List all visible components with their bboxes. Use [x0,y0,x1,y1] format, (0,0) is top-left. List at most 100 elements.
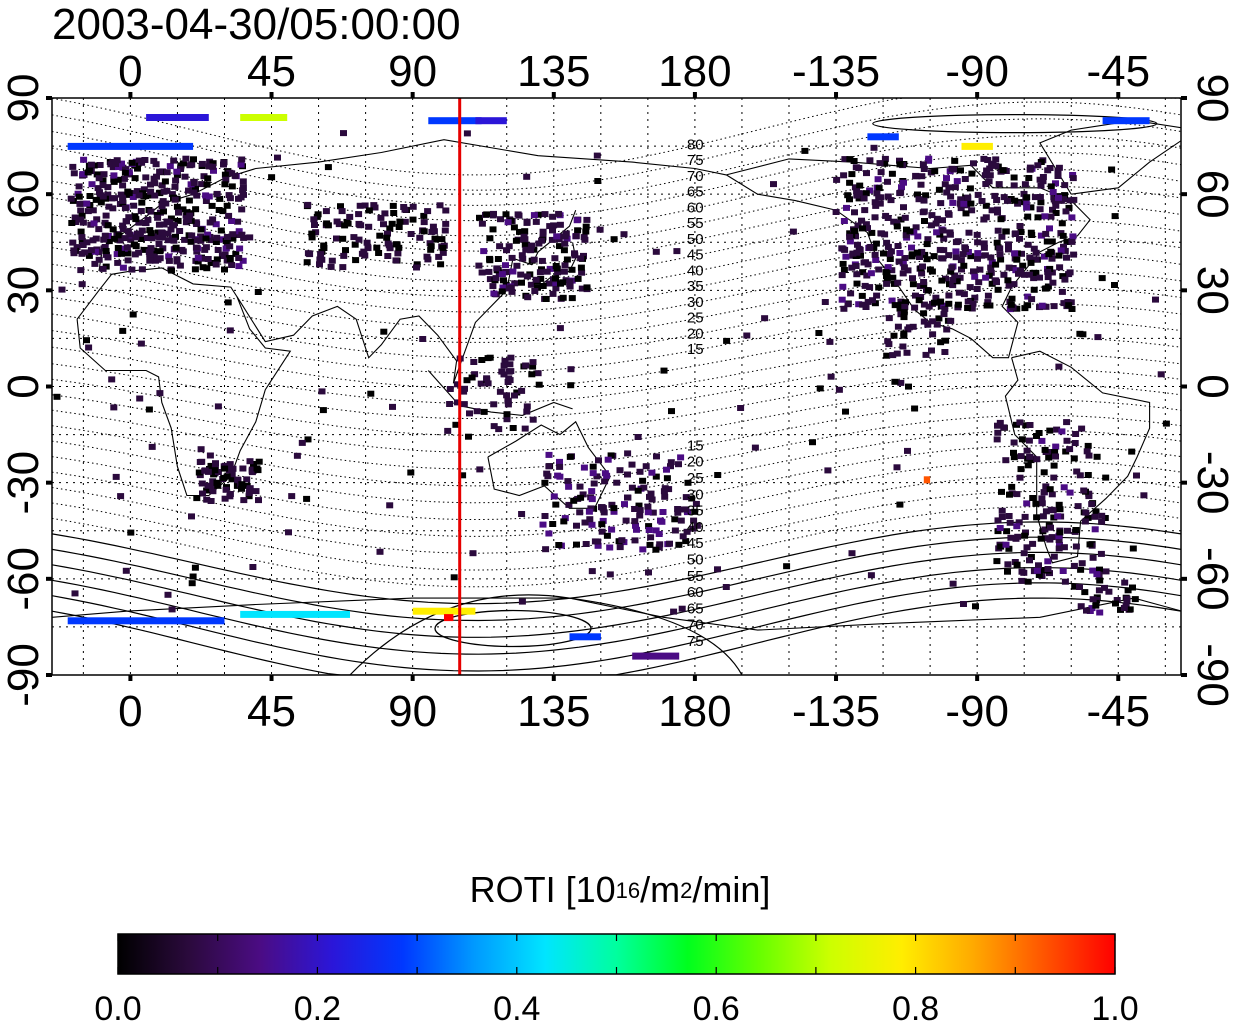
roti-cell [853,271,861,278]
roti-cell [78,281,86,288]
roti-cell [77,216,84,223]
roti-cell [198,181,206,188]
roti-cell [862,221,870,228]
roti-cell [962,246,969,252]
roti-cell [1060,544,1068,551]
roti-cell [682,494,690,501]
roti-cell [1054,168,1062,174]
roti-cell [228,471,236,478]
roti-cell [984,299,992,306]
axis-ticks [46,92,1187,681]
roti-cell [556,458,563,465]
roti-cell [1022,529,1029,536]
roti-cell [170,222,178,229]
contour-label-north: 25 [687,310,704,327]
roti-cell [900,264,908,271]
lon-label-bottom: 0 [118,687,142,736]
roti-cell [832,209,840,215]
roti-cell [490,290,498,297]
roti-cell [156,248,164,255]
roti-cell [318,256,326,263]
roti-cell [226,493,234,500]
roti-cell [91,260,99,267]
roti-cell [929,318,937,325]
roti-cell [1041,213,1049,220]
roti-cell [561,262,569,269]
roti-cell [901,255,909,261]
roti-cell [555,210,563,217]
magnetic-contour [52,337,1181,404]
roti-cell [893,223,901,230]
roti-cell [1037,182,1045,189]
roti-cell [87,161,95,168]
roti-cell [69,163,77,170]
roti-cell [476,214,483,221]
roti-cell [147,230,155,237]
roti-cell [529,359,537,366]
roti-cell [521,228,529,235]
roti-cell [394,250,402,257]
roti-cell [896,161,904,168]
roti-cell [624,471,631,478]
roti-cell [933,215,941,222]
roti-cell [859,269,867,276]
roti-cell [319,407,327,414]
roti-cell [872,257,880,263]
roti-cell [1066,489,1074,496]
roti-cell [994,517,1002,524]
roti-cell [93,216,101,223]
roti-cell [431,235,439,242]
roti-cell [186,212,194,219]
roti-cell [850,158,858,164]
roti-cell [973,286,981,292]
roti-cell [917,181,925,188]
roti-cell [943,175,950,182]
roti-cell [1057,247,1065,254]
roti-cell [600,509,608,516]
roti-cell [206,452,214,459]
roti-cell [663,475,671,482]
roti-cell [518,279,525,286]
roti-cell [840,305,848,312]
roti-cell [912,292,919,299]
roti-cell [1041,526,1049,533]
roti-cell [842,408,849,415]
roti-cell [71,214,79,221]
roti-cell [116,237,124,244]
roti-cell [1030,275,1038,282]
roti-cell [232,250,240,257]
roti-cell [846,156,854,163]
roti-cell [234,218,242,225]
roti-cell [463,130,471,137]
roti-cell [920,279,928,285]
roti-cell [419,336,427,342]
roti-cell [207,462,215,469]
roti-cell [152,161,160,168]
roti-cell [322,208,330,215]
roti-cell [77,267,85,274]
roti-cell [135,249,143,256]
roti-cell [516,228,523,235]
roti-cell [188,232,196,239]
roti-cell [645,527,653,533]
roti-cell [1022,200,1030,207]
roti-cell [122,218,130,225]
roti-cell [958,266,965,273]
roti-cell [975,279,983,286]
roti-cell [146,257,154,264]
roti-cell [185,197,193,204]
roti-cell [229,231,237,238]
contour-label-south: 30 [687,486,704,503]
roti-cell [861,282,869,289]
roti-cell [1023,447,1031,454]
roti-cell [528,242,536,249]
roti-cell [489,283,497,290]
roti-cell [633,526,640,533]
roti-band [240,610,350,618]
roti-cell [172,244,180,251]
roti-cell [470,359,478,365]
roti-cell [346,213,354,220]
roti-cell [210,167,217,174]
roti-cell [222,238,230,244]
roti-cell [621,501,628,508]
